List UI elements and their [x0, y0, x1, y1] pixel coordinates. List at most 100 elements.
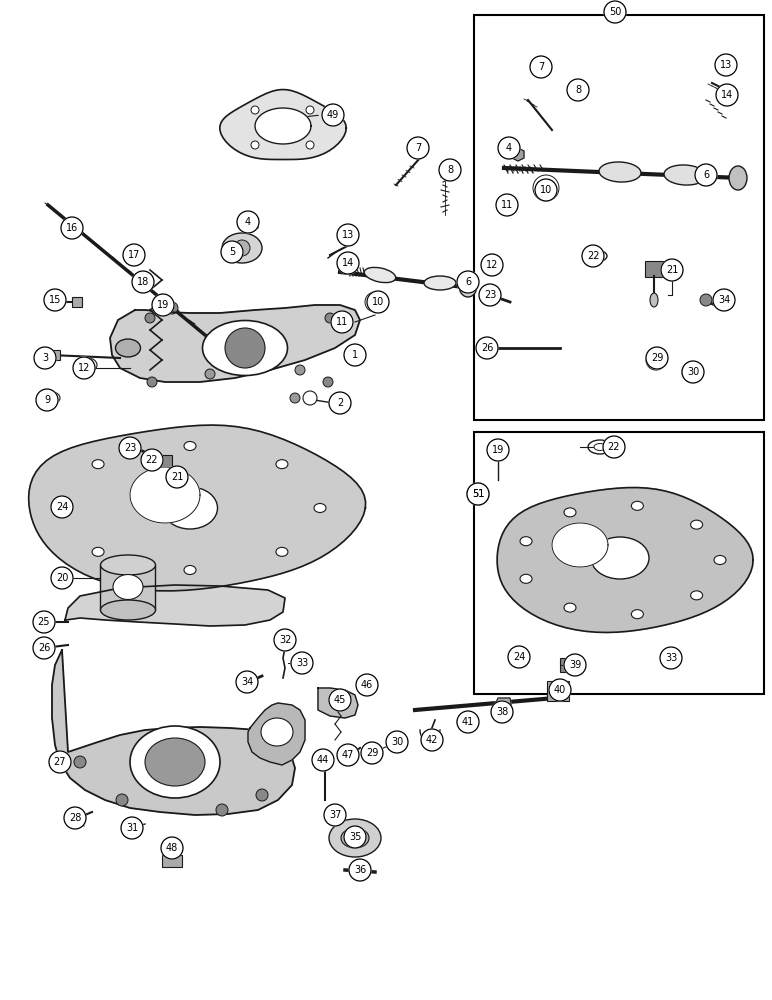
Text: 38: 38: [496, 707, 508, 717]
Circle shape: [365, 292, 385, 312]
FancyBboxPatch shape: [645, 261, 663, 277]
Circle shape: [251, 106, 259, 114]
Text: 34: 34: [718, 295, 730, 305]
Bar: [100, 565, 155, 610]
Text: 47: 47: [342, 750, 354, 760]
Circle shape: [291, 652, 313, 674]
Ellipse shape: [314, 504, 326, 512]
Text: 10: 10: [372, 297, 384, 307]
Text: 6: 6: [703, 170, 709, 180]
Text: 14: 14: [721, 90, 733, 100]
Text: 27: 27: [54, 757, 66, 767]
Circle shape: [116, 794, 128, 806]
Circle shape: [367, 291, 389, 313]
Circle shape: [487, 439, 509, 461]
Text: 18: 18: [137, 277, 149, 287]
Circle shape: [51, 496, 73, 518]
Circle shape: [290, 393, 300, 403]
Ellipse shape: [564, 508, 576, 517]
Circle shape: [700, 294, 712, 306]
Text: 24: 24: [56, 502, 68, 512]
Text: 14: 14: [342, 258, 354, 268]
Text: 34: 34: [241, 677, 253, 687]
Text: 7: 7: [538, 62, 544, 72]
Circle shape: [661, 259, 683, 281]
Circle shape: [205, 369, 215, 379]
Text: 35: 35: [349, 832, 361, 842]
Polygon shape: [255, 108, 311, 144]
Circle shape: [567, 79, 589, 101]
Circle shape: [325, 313, 335, 323]
Circle shape: [533, 175, 559, 201]
Ellipse shape: [520, 574, 532, 583]
Ellipse shape: [591, 537, 649, 579]
Circle shape: [363, 681, 373, 691]
Circle shape: [348, 748, 356, 756]
Text: 7: 7: [415, 143, 421, 153]
Circle shape: [36, 389, 58, 411]
Polygon shape: [246, 218, 258, 231]
Circle shape: [646, 347, 668, 369]
Ellipse shape: [594, 444, 606, 450]
Text: 51: 51: [472, 489, 484, 499]
Circle shape: [237, 211, 259, 233]
Text: 11: 11: [336, 317, 348, 327]
Text: 20: 20: [56, 573, 68, 583]
Circle shape: [256, 789, 268, 801]
Circle shape: [234, 240, 250, 256]
Circle shape: [660, 647, 682, 669]
Circle shape: [604, 1, 626, 23]
Circle shape: [538, 180, 554, 196]
Circle shape: [119, 437, 141, 459]
Circle shape: [687, 367, 697, 377]
Ellipse shape: [222, 233, 262, 263]
Circle shape: [337, 252, 359, 274]
Circle shape: [716, 84, 738, 106]
Text: 10: 10: [540, 185, 552, 195]
Circle shape: [549, 679, 571, 701]
Ellipse shape: [341, 828, 369, 848]
Ellipse shape: [691, 520, 703, 529]
Circle shape: [479, 284, 501, 306]
Circle shape: [491, 701, 513, 723]
Ellipse shape: [599, 162, 641, 182]
Circle shape: [152, 294, 174, 316]
Circle shape: [274, 629, 296, 651]
Text: 32: 32: [279, 635, 291, 645]
Text: 8: 8: [575, 85, 581, 95]
Circle shape: [323, 377, 333, 387]
Text: 29: 29: [366, 748, 378, 758]
Ellipse shape: [276, 460, 288, 469]
Text: 36: 36: [354, 865, 366, 875]
Circle shape: [44, 289, 66, 311]
Polygon shape: [29, 425, 366, 591]
Circle shape: [646, 350, 666, 370]
Ellipse shape: [130, 726, 220, 798]
Circle shape: [121, 817, 143, 839]
Circle shape: [329, 392, 351, 414]
Ellipse shape: [491, 448, 505, 456]
Polygon shape: [318, 688, 358, 718]
Text: 23: 23: [484, 290, 496, 300]
Polygon shape: [65, 585, 285, 626]
Circle shape: [457, 711, 479, 733]
Ellipse shape: [92, 460, 104, 469]
Circle shape: [74, 756, 86, 768]
Circle shape: [123, 244, 145, 266]
Circle shape: [349, 859, 371, 881]
Circle shape: [361, 742, 383, 764]
Text: 30: 30: [391, 737, 403, 747]
Circle shape: [295, 365, 305, 375]
Circle shape: [582, 245, 604, 267]
Circle shape: [145, 313, 155, 323]
Text: 21: 21: [171, 472, 183, 482]
Ellipse shape: [162, 487, 218, 529]
Text: 13: 13: [720, 60, 732, 70]
Text: 49: 49: [327, 110, 339, 120]
Ellipse shape: [729, 166, 747, 190]
Text: 23: 23: [124, 443, 136, 453]
Circle shape: [306, 106, 314, 114]
Text: 46: 46: [361, 680, 373, 690]
Ellipse shape: [590, 253, 602, 259]
Circle shape: [166, 466, 188, 488]
